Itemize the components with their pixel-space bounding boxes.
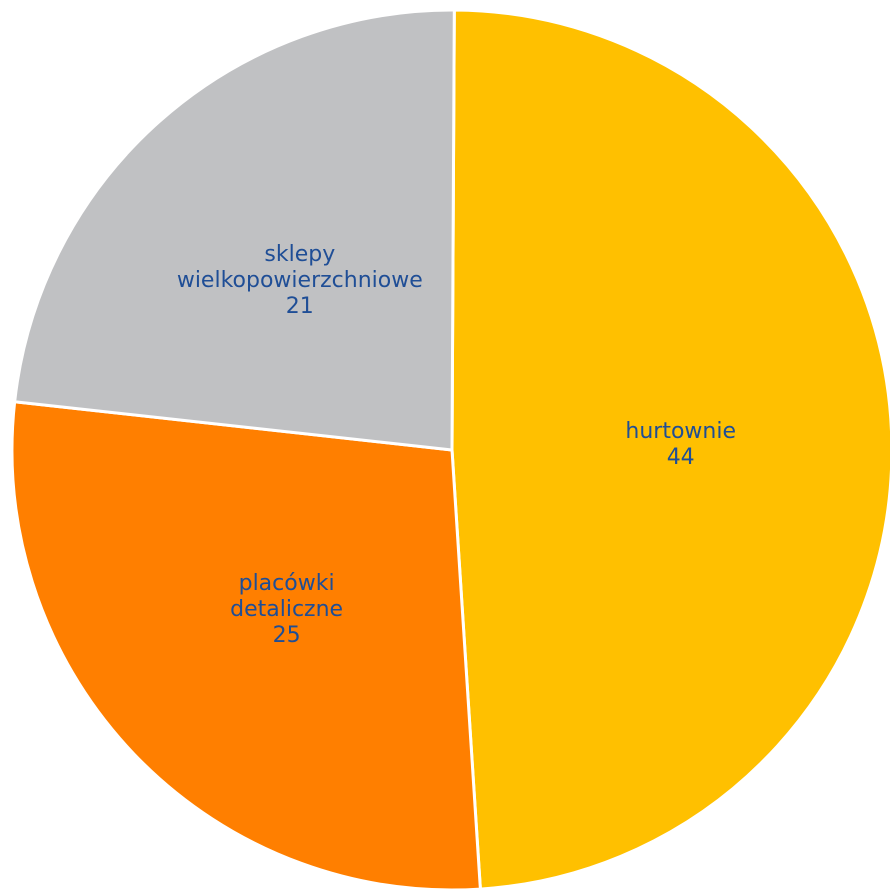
pie-value-label: 44 (667, 445, 695, 470)
pie-category-label: hurtownie (625, 419, 736, 444)
pie-label-0: hurtownie 44 (625, 419, 736, 470)
pie-category-label: wielkopowierzchniowe (177, 268, 423, 293)
pie-slice-2 (13, 8, 456, 452)
pie-label-2: sklepy wielkopowierzchniowe 21 (177, 242, 423, 319)
pie-slices (10, 8, 890, 892)
pie-value-label: 25 (273, 623, 301, 648)
pie-category-label: placówki (239, 571, 335, 596)
pie-slice-1 (10, 400, 482, 892)
pie-label-1: placówki detaliczne 25 (230, 571, 343, 648)
pie-category-label: detaliczne (230, 597, 343, 622)
pie-labels: hurtownie 44 placówki detaliczne 25 sklepy wie… (177, 242, 736, 648)
pie-slice-0 (450, 8, 890, 891)
pie-value-label: 21 (286, 294, 314, 319)
pie-category-label: sklepy (264, 242, 335, 267)
